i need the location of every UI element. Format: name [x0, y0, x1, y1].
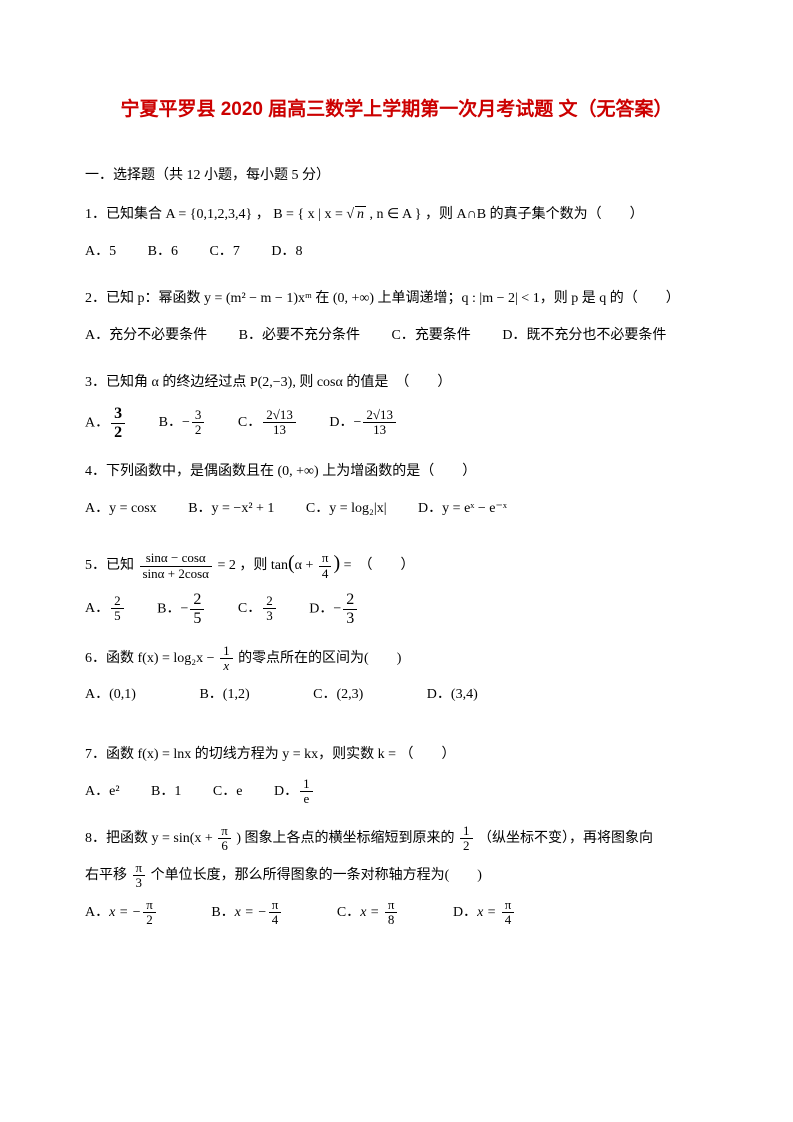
q8-l2-post: 个单位长度，那么所得图象的一条对称轴方程为( )	[151, 868, 482, 883]
q7-A: A．e²	[85, 777, 120, 808]
q4-options: A．y = cosx B．y = −x² + 1 C．y = log₂|x| D…	[85, 494, 708, 525]
page-title: 宁夏平罗县 2020 届高三数学上学期第一次月考试题 文（无答案）	[85, 95, 708, 125]
question-7: 7．函数 f(x) = lnx 的切线方程为 y = kx，则实数 k = （ …	[85, 740, 708, 771]
question-3: 3．已知角 α 的终边经过点 P(2,−3), 则 cosα 的值是 （ ）	[85, 368, 708, 399]
q2-D: D．既不充分也不必要条件	[502, 321, 666, 352]
q5-options: A．25 B．−25 C．23 D．−23	[85, 591, 708, 627]
q3-A: A．32	[85, 405, 127, 441]
q1-B: B．6	[148, 237, 178, 268]
question-4: 4．下列函数中，是偶函数且在 (0, +∞) 上为增函数的是（ ）	[85, 457, 708, 488]
q7-B: B．1	[151, 777, 181, 808]
q5-pre: 5．已知	[85, 558, 138, 573]
q3-C: C．2√1313	[238, 408, 298, 439]
q4-C: C．y = log₂|x|	[306, 494, 387, 525]
q2-options: A．充分不必要条件 B．必要不充分条件 C．充要条件 D．既不充分也不必要条件	[85, 321, 708, 352]
question-8-line1: 8．把函数 y = sin(x + π6 ) 图象上各点的横坐标缩短到原来的 1…	[85, 824, 708, 855]
q2-C: C．充要条件	[391, 321, 470, 352]
q6-D: D．(3,4)	[427, 680, 478, 711]
q4-A: A．y = cosx	[85, 494, 157, 525]
q3-options: A．32 B．−32 C．2√1313 D．−2√1313	[85, 405, 708, 441]
q1-C: C．7	[209, 237, 239, 268]
q3-D: D．−2√1313	[329, 408, 398, 439]
q1-setB-post: , n ∈ A }	[370, 207, 422, 222]
q8-l1-pre: 8．把函数 y = sin(x +	[85, 831, 216, 846]
q8-l1-mid: ) 图象上各点的横坐标缩短到原来的	[236, 831, 458, 846]
q3-B: B．−32	[159, 408, 207, 439]
q7-C: C．e	[213, 777, 243, 808]
q6-B: B．(1,2)	[199, 680, 249, 711]
q8-l2-pre: 右平移	[85, 868, 131, 883]
section-1-header: 一．选择题（共 12 小题，每小题 5 分）	[85, 165, 708, 187]
q1-sep: ，	[256, 207, 270, 222]
question-5: 5．已知 sinα − cosαsinα + 2cosα = 2 ，则 tan(…	[85, 541, 708, 585]
q6-post: 的零点所在的区间为( )	[238, 651, 401, 666]
q5-C: C．23	[238, 594, 278, 625]
q5-eq: = 2	[217, 558, 235, 573]
q8-D: D．x = π4	[453, 898, 516, 929]
q5-post: = （ ）	[344, 558, 415, 573]
q2-A: A．充分不必要条件	[85, 321, 207, 352]
q1-A: A．5	[85, 237, 116, 268]
q1-stem-pre: 1．已知集合	[85, 207, 166, 222]
q5-tan: tan	[271, 558, 288, 573]
q1-D: D．8	[271, 237, 302, 268]
q7-options: A．e² B．1 C．e D．1e	[85, 777, 708, 808]
q6-pre: 6．函数 f(x) = log₂x −	[85, 651, 218, 666]
q4-D: D．y = eˣ − e⁻ˣ	[418, 494, 507, 525]
q5-D: D．−23	[309, 591, 359, 627]
question-6: 6．函数 f(x) = log₂x − 1x 的零点所在的区间为( )	[85, 644, 708, 675]
q8-options: A．x = −π2 B．x = −π4 C．x = π8 D．x = π4	[85, 898, 708, 929]
q5-sep: ，则	[239, 558, 271, 573]
q2-B: B．必要不充分条件	[239, 321, 360, 352]
q5-A: A．25	[85, 594, 126, 625]
question-1: 1．已知集合 A = {0,1,2,3,4} ， B = { x | x = √…	[85, 200, 708, 231]
q1-sqrt: n	[355, 206, 366, 222]
question-2: 2．已知 p：幂函数 y = (m² − m − 1)xᵐ 在 (0, +∞) …	[85, 284, 708, 315]
q6-options: A．(0,1) B．(1,2) C．(2,3) D．(3,4)	[85, 680, 708, 711]
q8-B: B．x = −π4	[211, 898, 283, 929]
q6-A: A．(0,1)	[85, 680, 136, 711]
q4-B: B．y = −x² + 1	[188, 494, 274, 525]
q8-l1-post: （纵坐标不变），再将图象向	[478, 831, 653, 846]
q5-B: B．−25	[157, 591, 206, 627]
q8-C: C．x = π8	[337, 898, 400, 929]
q7-D: D．1e	[274, 777, 315, 808]
q1-options: A．5 B．6 C．7 D．8	[85, 237, 708, 268]
question-8-line2: 右平移 π3 个单位长度，那么所得图象的一条对称轴方程为( )	[85, 861, 708, 892]
q6-C: C．(2,3)	[313, 680, 363, 711]
q1-stem-post: ，则 A∩B 的真子集个数为（ ）	[425, 207, 644, 222]
q1-setA: A = {0,1,2,3,4}	[166, 207, 253, 222]
q1-setB-pre: B = { x | x =	[273, 207, 346, 222]
q8-A: A．x = −π2	[85, 898, 158, 929]
